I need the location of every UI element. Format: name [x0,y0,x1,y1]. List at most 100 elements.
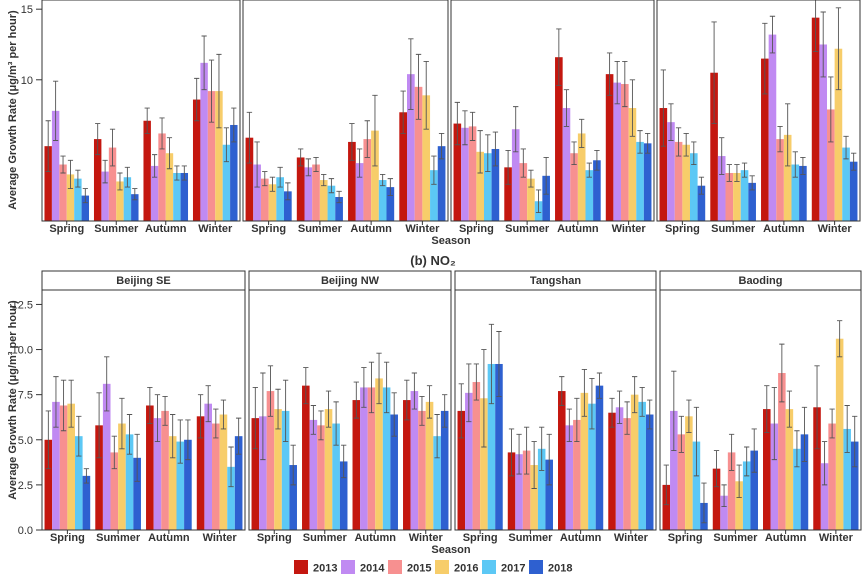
error-bar-2018-winter [647,399,653,430]
x-tick-label-spring: Spring [49,223,84,235]
bar-2013-winter [813,407,821,530]
bar-2016-summer [324,409,333,530]
error-bar-2017-spring [691,141,697,165]
bar-2013-spring [453,123,462,221]
bar-2016-autumn [580,392,589,530]
legend-swatch [435,560,449,574]
bar-2018-spring [697,185,706,221]
bar-2018-winter [850,441,859,530]
error-bar-2014-spring [254,141,260,188]
bar-2016-summer [527,178,535,221]
legend-swatch [294,560,308,574]
bar-2015-summer [522,450,531,530]
bar-2016-winter [425,401,434,530]
error-bar-2015-winter [622,60,628,108]
bar-2016-autumn [371,130,379,221]
error-bar-2014-autumn [361,367,367,408]
bar-2017-autumn [588,403,596,530]
bar-2014-spring [465,392,473,530]
bar-2018-winter [440,410,449,530]
error-bar-2017-winter [639,386,645,417]
bar-2013-summer [296,157,305,221]
y-tick-label: 10 [21,75,33,87]
bar-2013-autumn [352,400,361,530]
panel-marks [245,38,446,221]
error-bar-2013-summer [508,428,515,477]
error-bar-2018-spring [701,482,707,524]
bar-2016-autumn [783,134,792,221]
bar-2014-autumn [562,108,571,221]
bar-2013-spring [44,439,53,530]
error-bar-2017-winter [431,155,437,185]
bar-2014-autumn [770,423,779,530]
facet-panel-2: Beijing NW Spring Summer Autumn Winter [248,270,452,544]
error-bar-2014-summer [102,159,108,184]
bar-2014-autumn [768,34,777,221]
bar-2015-spring [59,164,67,221]
bar-2018-summer [133,457,141,530]
x-tick-label-autumn: Autumn [148,532,190,544]
chart-title-no2: (b) NO₂ [410,253,456,268]
error-bar-2018-winter [442,394,448,428]
error-bar-2014-winter [616,390,623,424]
error-bar-2013-summer [505,149,511,185]
panel-marks [453,28,652,221]
bar-2013-summer [507,452,516,530]
error-bar-2017-winter [637,130,643,154]
error-bar-2018-winter [644,132,651,154]
bar-2018-spring [81,195,90,221]
legend-item-2013: 2013 [294,560,337,575]
legend: 2013 2014 2015 2016 2017 2018 [294,560,572,575]
error-bar-2014-winter [821,441,828,486]
bar-2015-spring [677,434,686,530]
error-bar-2013-winter [194,77,200,122]
error-bar-2013-spring [663,464,669,506]
x-tick-label-autumn: Autumn [765,532,807,544]
bar-2017-winter [227,466,235,530]
error-bar-2016-winter [423,60,429,130]
x-tick-label-winter: Winter [405,223,440,235]
bar-2016-summer [319,180,328,221]
error-bar-2014-summer [719,137,725,175]
bar-2018-spring [289,465,297,530]
panel-marks [44,35,238,221]
x-tick-label-spring: Spring [665,223,700,235]
bar-2017-winter [842,147,850,221]
error-bar-2013-summer [297,148,304,167]
error-bar-2018-winter [438,132,445,160]
error-bar-2018-autumn [800,157,806,175]
bar-2018-summer [542,175,550,221]
bar-2017-autumn [585,170,594,221]
error-bar-2018-winter [850,152,857,171]
error-bar-2014-winter [205,385,211,423]
error-bar-2018-autumn [596,372,603,399]
facet-strip-label: Beijing NW [321,275,380,287]
error-bar-2015-winter [828,76,834,143]
bar-2015-spring [266,391,275,530]
error-bar-2017-autumn [589,377,595,430]
bar-2013-autumn [763,409,771,530]
error-bar-2016-winter [835,7,842,91]
bar-2017-summer [327,185,336,221]
bar-2016-autumn [785,409,794,530]
error-bar-2018-summer [134,433,140,482]
facet-panel-3: Spring Summer Autumn Winter [450,0,655,235]
error-bar-2017-spring [277,166,283,188]
error-bar-2015-summer [520,148,526,178]
bar-2017-summer [742,461,751,530]
error-bar-2015-spring [678,415,684,453]
bar-2014-spring [52,401,60,530]
bar-2013-summer [95,425,103,530]
bar-2018-spring [82,475,91,530]
error-bar-2018-spring [285,182,291,201]
error-bar-2018-spring [496,331,502,397]
bar-2018-winter [234,436,243,530]
y-tick-label: 2.5 [18,480,33,492]
x-tick-label-winter: Winter [614,532,649,544]
bar-2015-autumn [778,373,786,530]
bar-2014-summer [309,419,318,530]
error-bar-2017-winter [223,127,229,163]
bar-2018-winter [849,161,858,221]
bar-2013-winter [605,74,614,221]
error-bar-2017-autumn [792,151,798,178]
